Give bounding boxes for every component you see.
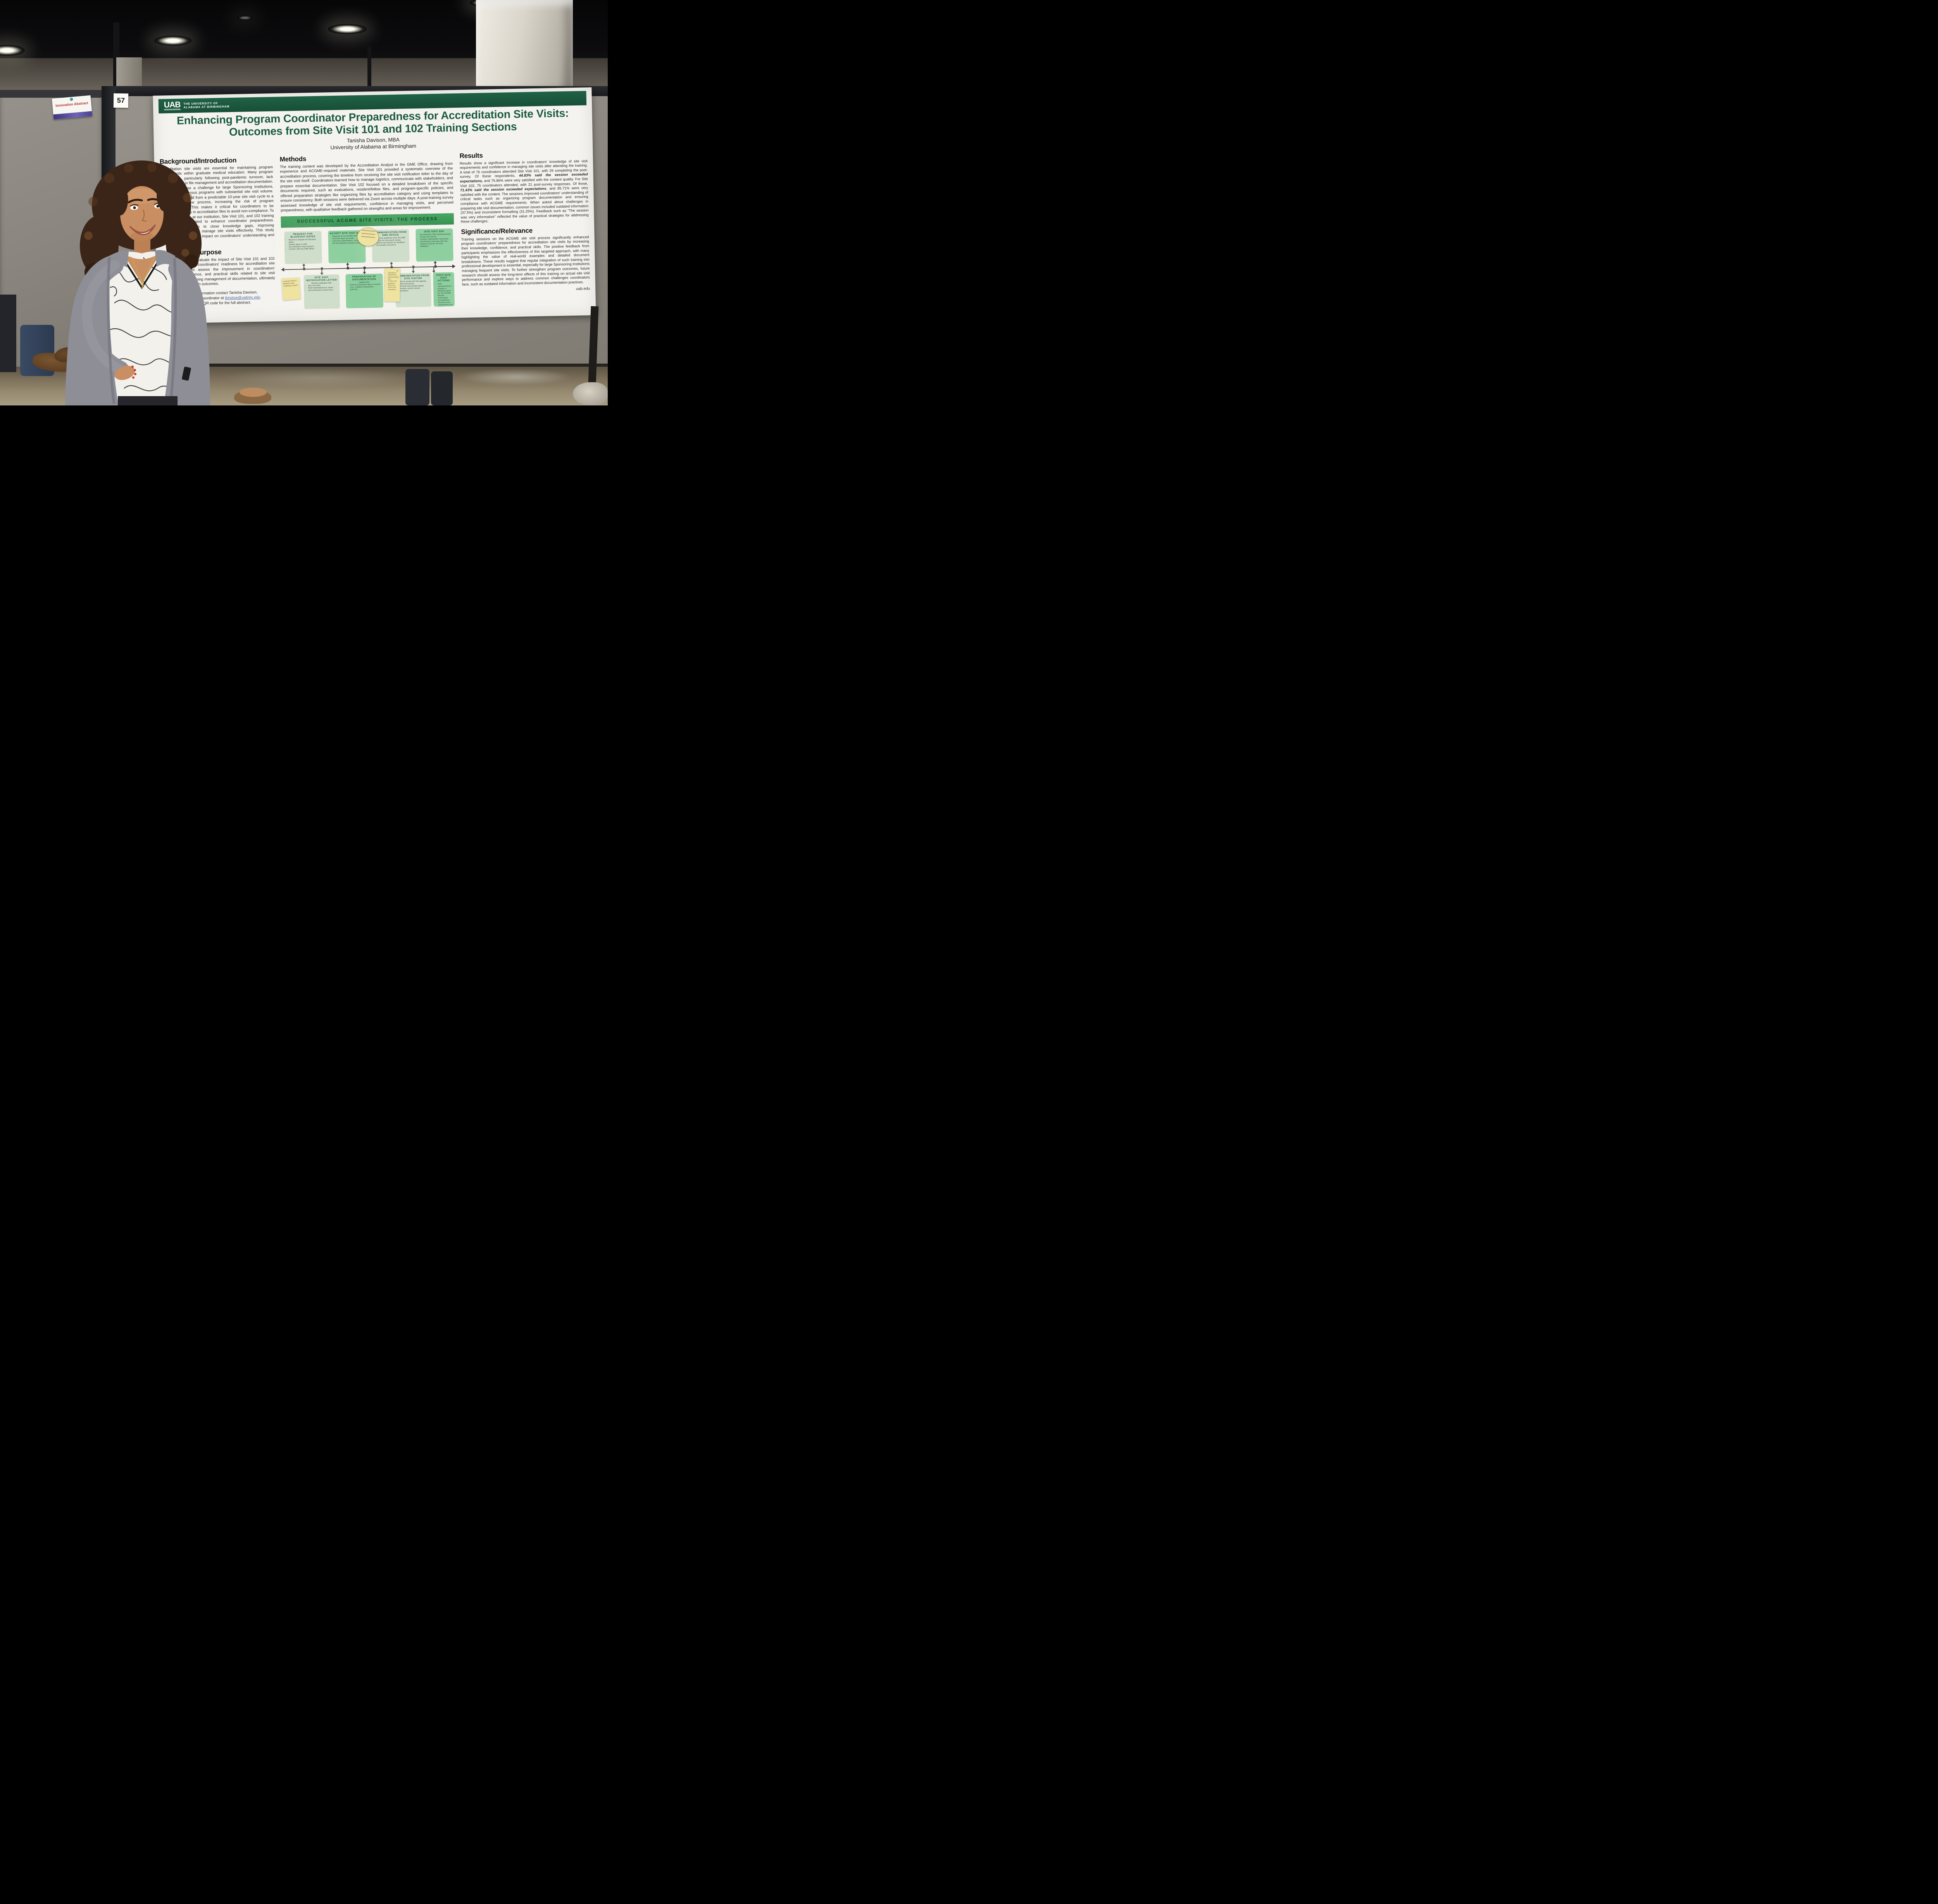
contact-email-link: tbristow@uabmc.edu — [225, 295, 260, 300]
conference-photo: 57 Innovation Abstract UAB THE UNIVERSIT… — [0, 0, 608, 405]
checkmark-icon: ✓ — [396, 269, 399, 273]
board-number-placard: 57 — [113, 93, 129, 108]
process-step-preparation-of-documentation: PREPARATION OF DOCUMENTATION Update ADS:… — [345, 273, 384, 309]
connector-arrow — [432, 267, 436, 273]
presenter-hand — [114, 366, 136, 380]
process-step-communication-from-site-visitor: COMMUNICATION FROM SITE VISITOR Get an e… — [395, 272, 432, 307]
floor-reflection — [217, 367, 419, 388]
process-flowchart: REQUEST FOR BLACKOUT DATES Receive a req… — [281, 226, 456, 311]
step-title: PREPARATION OF DOCUMENTATION — [352, 275, 376, 281]
board-number: 57 — [117, 96, 125, 105]
ceiling-light-icon — [328, 24, 367, 34]
poster-board-left-frame — [0, 90, 102, 98]
connector-arrow — [346, 262, 349, 268]
bystander-light-shoe — [573, 382, 608, 405]
phone — [182, 367, 191, 381]
white-pillar — [476, 0, 573, 93]
connector-arrow — [412, 267, 415, 273]
presenter-necklace — [131, 255, 155, 289]
poster-footer-url: uab.edu — [576, 286, 590, 291]
column-methods: Methods The training content was develop… — [279, 152, 456, 311]
ceiling-light-icon — [154, 36, 191, 46]
bystander-leg — [0, 295, 16, 372]
connector-arrow — [390, 261, 393, 267]
step-title: POST-SITE VISIT ACTIONS — [436, 273, 451, 283]
bystander-leg — [431, 371, 453, 405]
results-heading: Results — [459, 152, 483, 160]
bystander-foot — [240, 388, 267, 397]
step-title: REQUEST FOR BLACKOUT DATES — [290, 232, 316, 239]
ceiling-light-icon — [237, 16, 253, 20]
presenter-neck — [134, 237, 150, 255]
session-sign-label: Innovation Abstract — [55, 101, 88, 108]
background-pillar — [116, 57, 142, 91]
ceiling-post — [367, 47, 371, 90]
significance-heading: Significance/Relevance — [461, 227, 533, 236]
results-text: Results show a significant increase in c… — [459, 159, 589, 224]
sticky-note-documentation: ✓ Attendance agreements. Resident/fellow… — [384, 268, 400, 302]
step-title: COMMUNICATION FROM SITE VISITOR — [397, 274, 429, 280]
process-step-request-blackout-dates: REQUEST FOR BLACKOUT DATES Receive a req… — [284, 231, 322, 264]
uab-logo-icon: UAB — [164, 100, 181, 110]
connector-arrow — [302, 263, 305, 269]
timeline-line — [283, 266, 454, 270]
floor-reflection — [457, 368, 574, 385]
connector-arrow — [433, 260, 437, 266]
session-sign-card: Innovation Abstract — [52, 95, 93, 120]
timeline-arrow-left-icon — [281, 267, 284, 272]
university-name-line2: ALABAMA AT BIRMINGHAM — [183, 104, 230, 109]
presenter-cardigan — [65, 250, 210, 405]
research-poster: UAB THE UNIVERSITY OF ALABAMA AT BIRMING… — [153, 87, 596, 324]
process-step-post-site-visit-actions: POST-SITE VISIT ACTIONS Field representa… — [433, 272, 455, 307]
presenter-skirt — [118, 396, 178, 405]
step-title: SITE VISIT DAY — [424, 230, 445, 233]
methods-text: The training content was developed by th… — [279, 161, 453, 213]
process-step-site-visit-day: SITE VISIT DAY Accreditation field repre… — [416, 228, 453, 262]
presenter-face — [115, 186, 169, 242]
pushpin-icon — [69, 97, 73, 101]
sticky-note-notification: Locate the letter in WebADS under "Notif… — [281, 277, 301, 300]
connector-arrow — [320, 269, 324, 275]
bystander-leg — [405, 369, 429, 405]
process-banner: SUCCESSFUL ACGME SITE VISITS: THE PROCES… — [281, 213, 454, 228]
connector-arrow — [363, 268, 366, 274]
presenter-photo — [65, 160, 210, 405]
significance-text: Training sessions on the ACGME site visi… — [461, 235, 590, 286]
timeline-arrow-right-icon — [452, 264, 456, 268]
process-step-site-visit-notification-letter: SITE VISIT NOTIFICATION LETTER Receive n… — [303, 274, 340, 309]
column-results: Results Results show a significant incre… — [459, 149, 590, 307]
step-title: SITE VISIT NOTIFICATION LETTER — [306, 276, 337, 282]
